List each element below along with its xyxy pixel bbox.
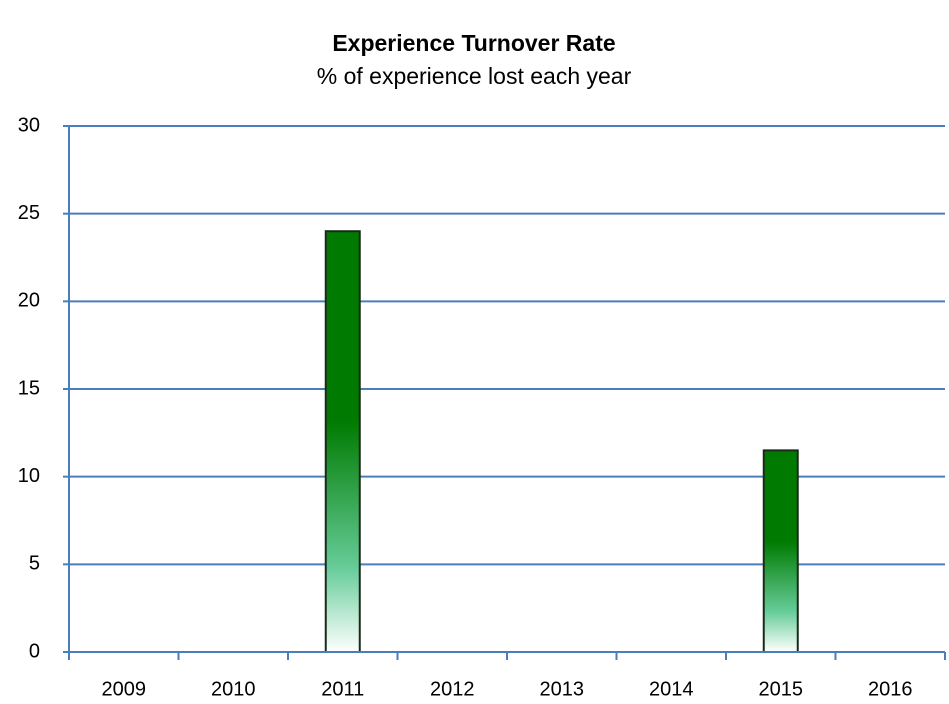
y-tick-label: 5 xyxy=(29,553,40,575)
x-tick-label: 2010 xyxy=(211,678,256,700)
x-tick-label: 2013 xyxy=(540,678,585,700)
x-tick-label: 2011 xyxy=(321,678,364,700)
chart-subtitle: % of experience lost each year xyxy=(317,63,632,89)
x-tick-label: 2016 xyxy=(868,678,913,700)
y-tick-label: 15 xyxy=(18,377,40,399)
y-tick-label: 10 xyxy=(18,465,40,487)
y-tick-label: 0 xyxy=(29,640,40,662)
x-tick-label: 2009 xyxy=(102,678,147,700)
bar xyxy=(324,230,361,653)
x-tick-label: 2012 xyxy=(430,678,475,700)
y-tick-label: 20 xyxy=(18,290,40,312)
bar xyxy=(762,449,799,653)
x-tick-label: 2015 xyxy=(759,678,804,700)
chart-title: Experience Turnover Rate xyxy=(332,30,615,56)
x-tick-label: 2014 xyxy=(649,678,694,700)
y-tick-label: 25 xyxy=(18,202,40,224)
y-tick-label: 30 xyxy=(18,114,40,136)
